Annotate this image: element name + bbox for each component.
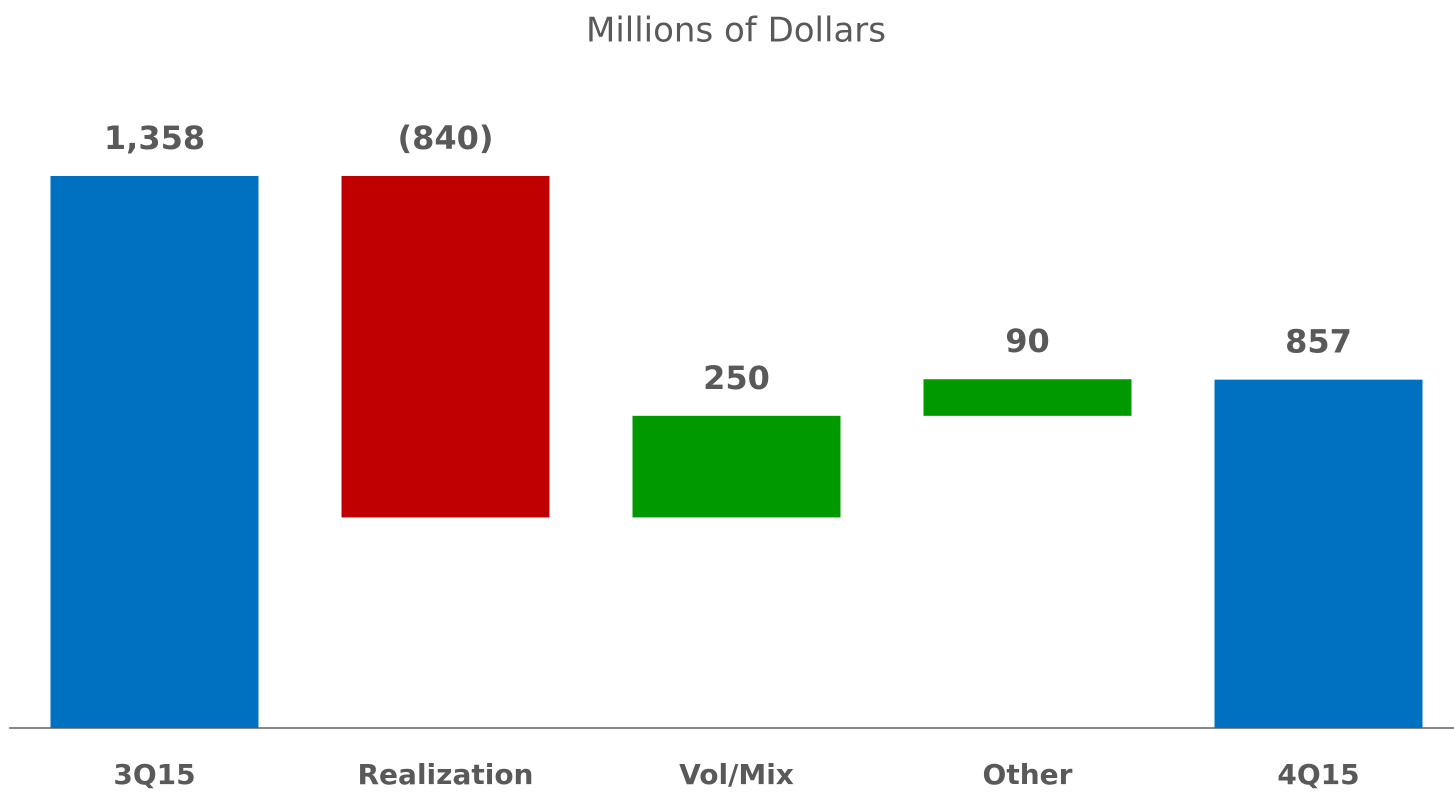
value-label: 250: [703, 359, 770, 397]
bar: [923, 379, 1132, 416]
value-label: 1,358: [104, 119, 205, 157]
bar: [341, 176, 550, 518]
x-tick-label: Other: [983, 758, 1073, 791]
chart-title: Millions of Dollars: [586, 11, 886, 51]
bar: [632, 415, 841, 518]
bar: [50, 176, 259, 728]
x-tick-label: 4Q15: [1277, 758, 1359, 791]
x-tick-label: Realization: [358, 758, 534, 791]
x-tick-label: 3Q15: [113, 758, 195, 791]
value-label: 90: [1005, 322, 1050, 360]
bar: [1214, 379, 1423, 728]
value-label: 857: [1285, 323, 1352, 361]
x-tick-label: Vol/Mix: [679, 758, 794, 791]
value-label: (840): [397, 119, 493, 157]
